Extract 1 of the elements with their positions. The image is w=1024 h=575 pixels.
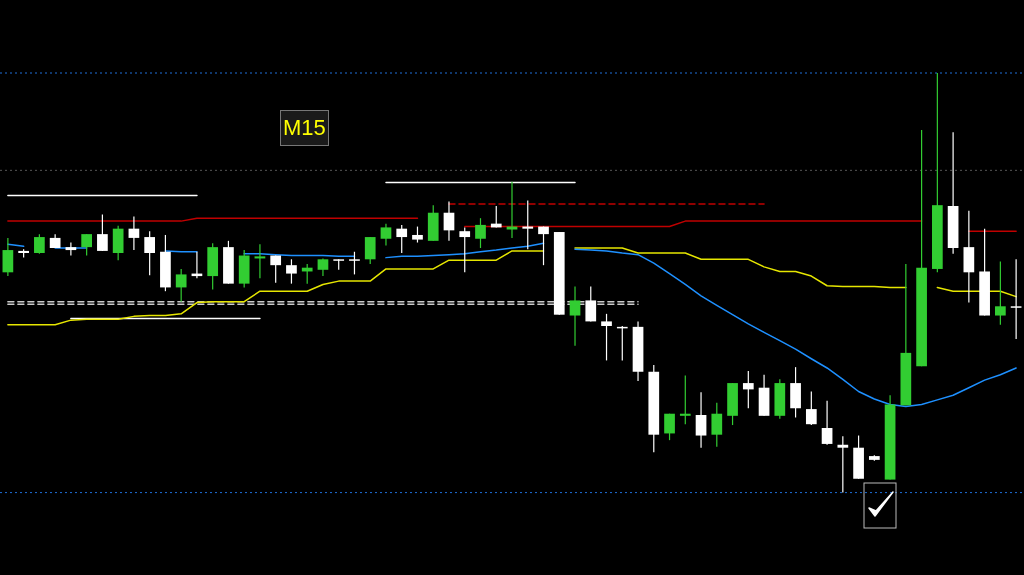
annotation: M15 [280, 110, 329, 146]
